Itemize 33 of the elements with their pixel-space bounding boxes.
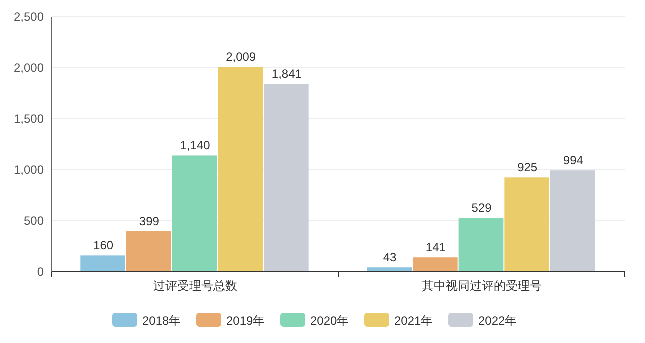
legend-label: 2022年 xyxy=(478,314,518,328)
data-label: 399 xyxy=(139,214,160,228)
data-label: 1,841 xyxy=(272,67,302,82)
bar xyxy=(218,67,264,272)
data-label: 925 xyxy=(518,160,538,175)
data-label: 43 xyxy=(383,250,398,265)
legend-label: 2018年 xyxy=(142,314,182,328)
bar xyxy=(172,156,218,272)
bar xyxy=(80,256,126,272)
bar xyxy=(458,218,504,272)
bar xyxy=(367,268,412,272)
bar xyxy=(550,170,596,272)
y-tick-label: 1,500 xyxy=(14,112,44,126)
bar xyxy=(504,178,550,272)
bar xyxy=(412,258,458,272)
y-tick-label: 2,000 xyxy=(14,61,44,75)
data-label: 160 xyxy=(94,238,114,253)
data-label: 141 xyxy=(426,240,446,255)
data-label: 2,009 xyxy=(226,50,256,64)
y-tick-label: 1,000 xyxy=(14,163,44,177)
bar xyxy=(126,231,172,272)
legend-label: 2021年 xyxy=(394,314,434,328)
bar xyxy=(264,84,309,272)
y-tick-label: 0 xyxy=(37,265,44,279)
y-tick-label: 500 xyxy=(24,214,44,228)
data-label: 994 xyxy=(563,154,584,168)
x-tick-label: 其中视同过评的受理号 xyxy=(422,279,542,293)
y-tick-label: 2,500 xyxy=(14,10,44,24)
x-tick-label: 过评受理号总数 xyxy=(153,279,238,293)
legend-label: 2019年 xyxy=(226,314,266,328)
data-label: 529 xyxy=(472,201,492,216)
data-label: 1,140 xyxy=(180,138,211,153)
legend-label: 2020年 xyxy=(310,314,350,328)
